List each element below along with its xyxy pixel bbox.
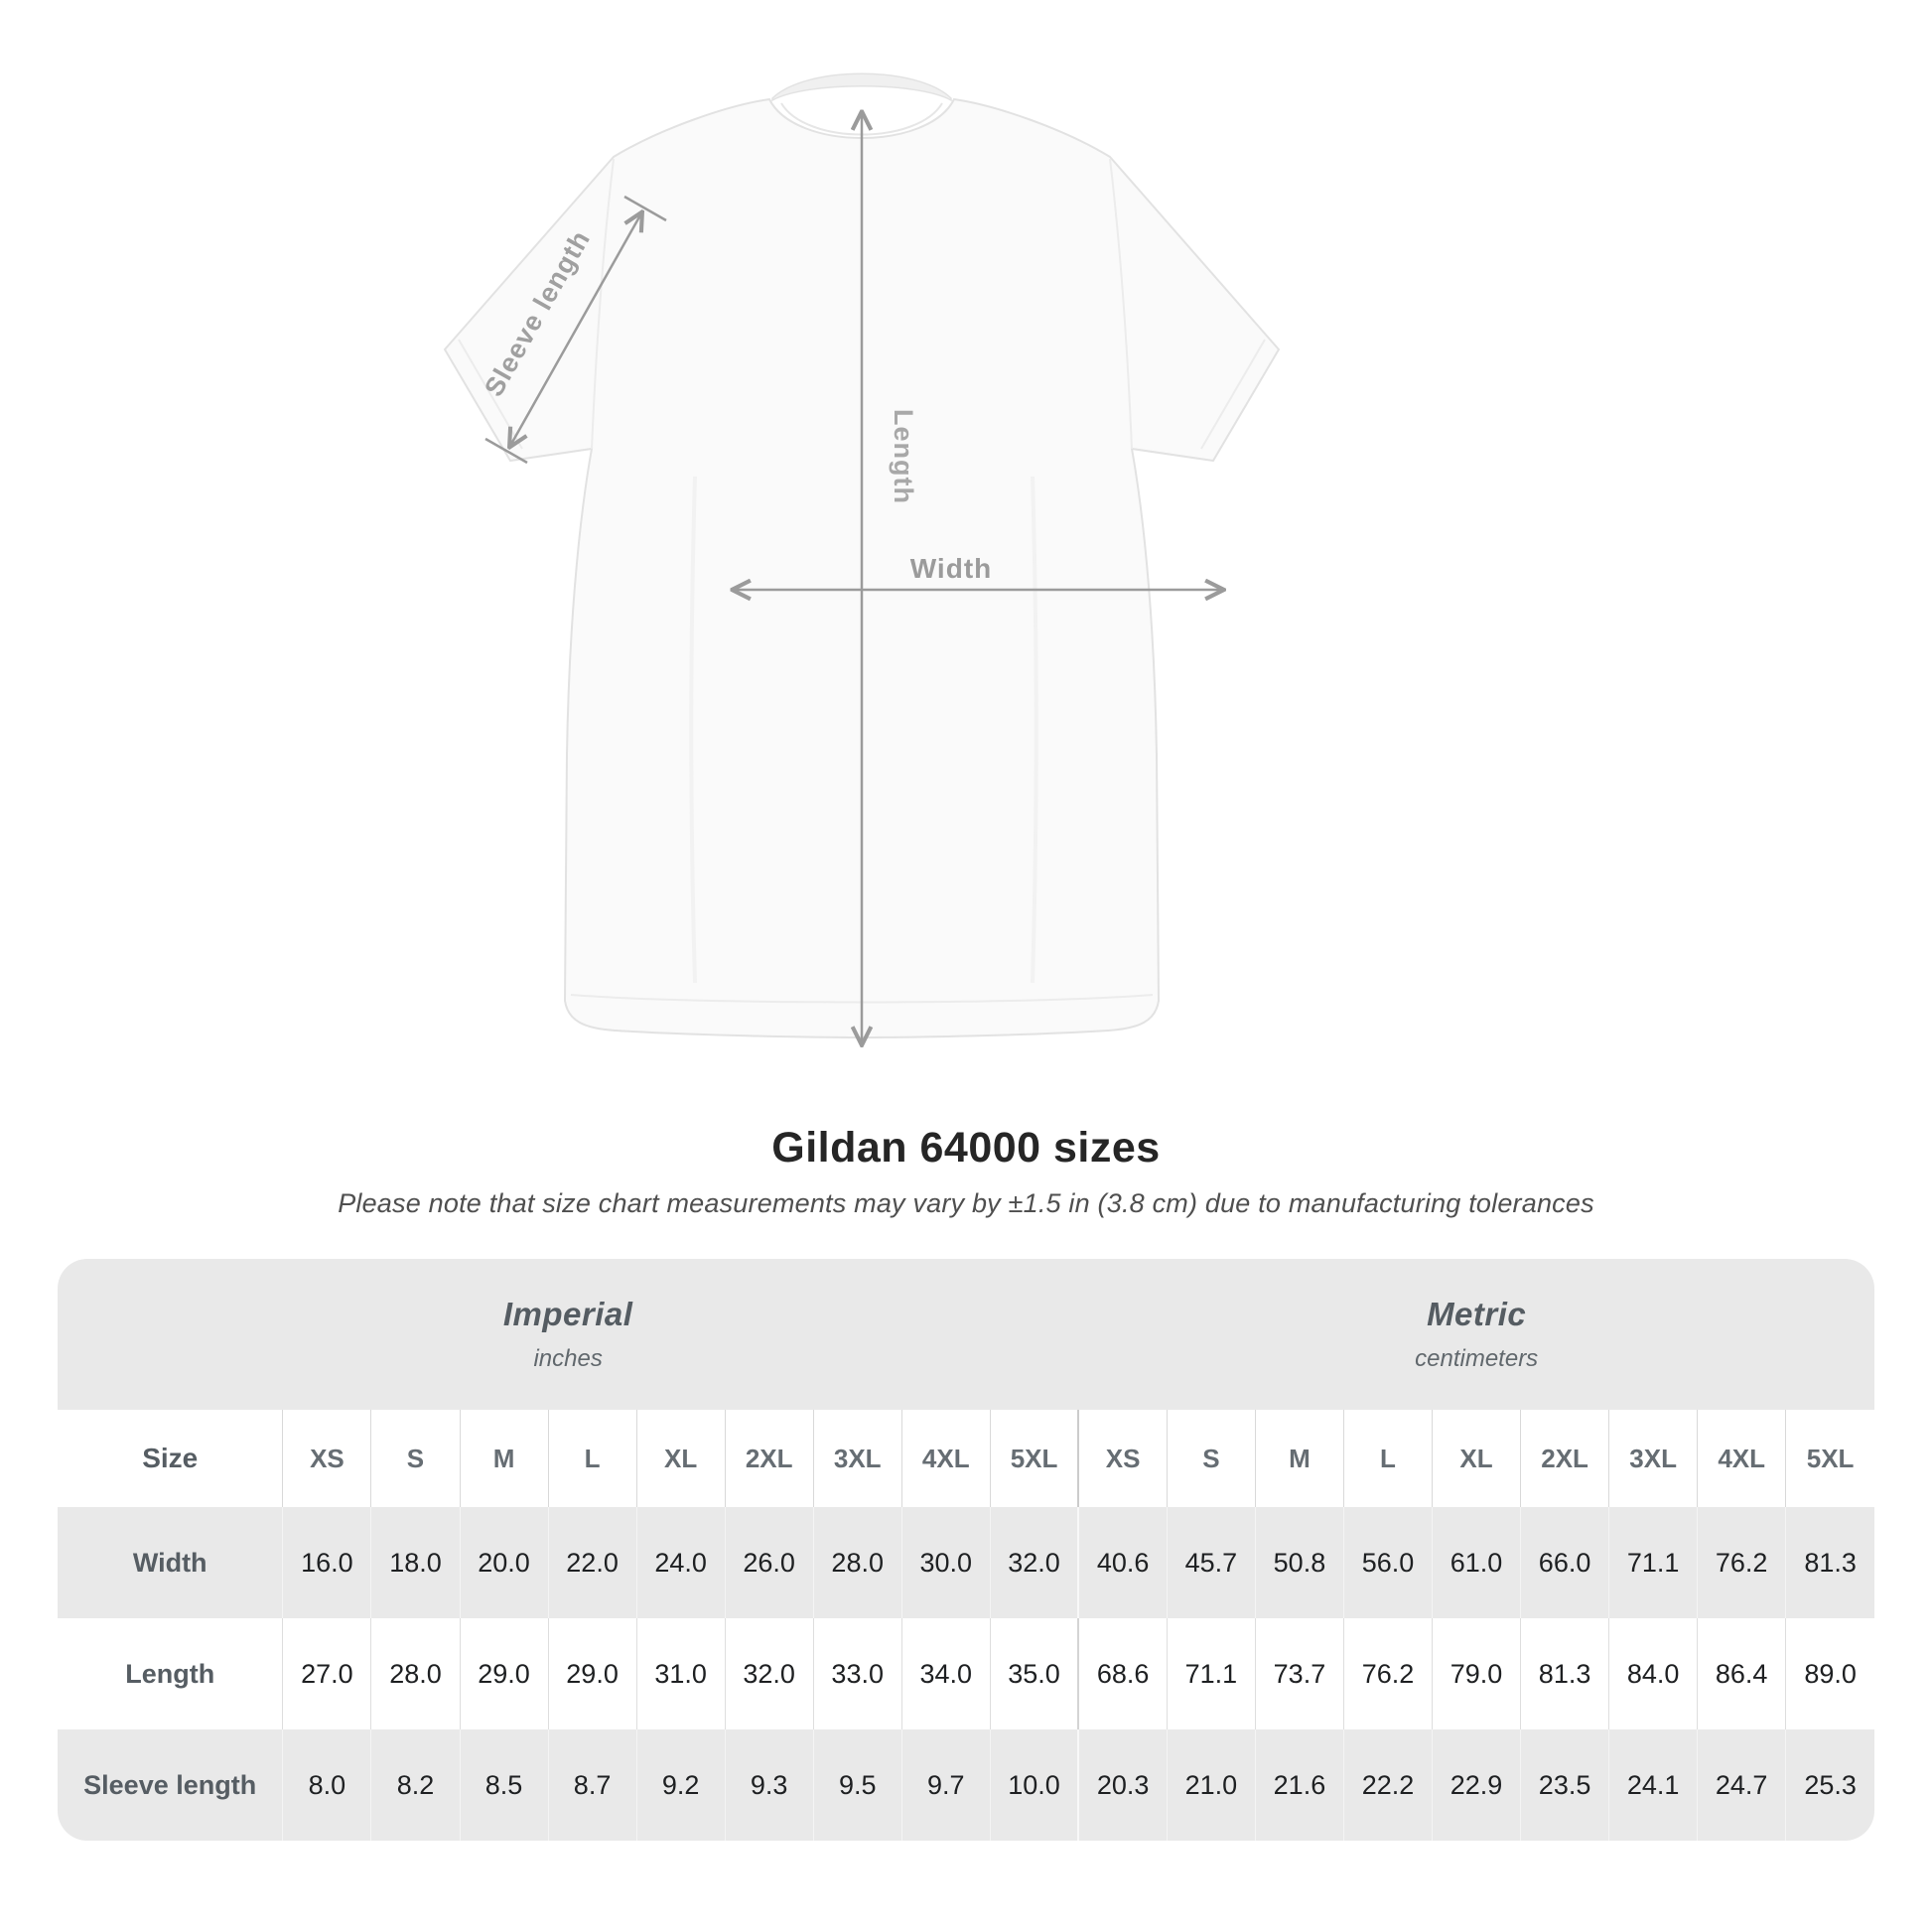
measurement-value-cell: 40.6	[1077, 1507, 1168, 1618]
measurement-value-cell: 81.3	[1520, 1618, 1609, 1729]
imperial-unit: inches	[533, 1345, 603, 1372]
measurement-value-cell: 66.0	[1520, 1507, 1609, 1618]
size-header-cell: 2XL	[724, 1410, 814, 1507]
size-header-cell: 5XL	[989, 1410, 1079, 1507]
measurement-value-cell: 22.0	[547, 1507, 637, 1618]
measurement-row: Sleeve length 8.0 8.2 8.5 8.7 9.2 9.3 9.5 9.7 10.…	[58, 1729, 1874, 1841]
measurement-value-cell: 29.0	[547, 1618, 637, 1729]
measurement-value-cell: 56.0	[1342, 1507, 1433, 1618]
measurement-value-cell: 76.2	[1342, 1618, 1433, 1729]
measurement-value-cell: 24.1	[1608, 1729, 1698, 1841]
measurement-value-cell: 31.0	[635, 1618, 726, 1729]
measurement-value-cell: 9.3	[724, 1729, 814, 1841]
measurement-value-cell: 35.0	[989, 1618, 1079, 1729]
size-header-cell: S	[370, 1410, 460, 1507]
measurement-value-cell: 34.0	[900, 1618, 991, 1729]
measurement-value-cell: 8.2	[370, 1729, 460, 1841]
measurement-row-label: Sleeve length	[58, 1729, 283, 1841]
measurement-value-cell: 33.0	[812, 1618, 902, 1729]
imperial-header: Imperial inches	[58, 1259, 1079, 1410]
size-header-cell: L	[1342, 1410, 1433, 1507]
metric-header: Metric centimeters	[1078, 1259, 1874, 1410]
measurement-value-cell: 20.3	[1077, 1729, 1168, 1841]
imperial-title: Imperial	[502, 1296, 633, 1332]
size-header-cell: XL	[635, 1410, 726, 1507]
measurement-value-cell: 81.3	[1785, 1507, 1874, 1618]
measurement-value-cell: 22.2	[1342, 1729, 1433, 1841]
size-header-cell: XS	[1077, 1410, 1168, 1507]
measurement-value-cell: 8.5	[459, 1729, 549, 1841]
length-label: Length	[889, 409, 918, 504]
page-title: Gildan 64000 sizes	[771, 1124, 1161, 1172]
size-header-cell: 4XL	[1697, 1410, 1786, 1507]
measurement-value-cell: 61.0	[1432, 1507, 1521, 1618]
size-header-cell: L	[547, 1410, 637, 1507]
measurement-value-cell: 29.0	[459, 1618, 549, 1729]
measurement-value-cell: 50.8	[1254, 1507, 1344, 1618]
measurement-value-cell: 28.0	[370, 1618, 460, 1729]
size-chart-table: Imperial inches Metric centimeters Size …	[58, 1259, 1874, 1841]
measurement-value-cell: 84.0	[1608, 1618, 1698, 1729]
size-header-cell: 5XL	[1785, 1410, 1874, 1507]
measurement-value-cell: 26.0	[724, 1507, 814, 1618]
measurement-value-cell: 27.0	[282, 1618, 371, 1729]
size-header-cell: 2XL	[1520, 1410, 1609, 1507]
measurement-value-cell: 18.0	[370, 1507, 460, 1618]
measurement-value-cell: 32.0	[724, 1618, 814, 1729]
width-label: Width	[910, 553, 993, 584]
measurement-value-cell: 45.7	[1166, 1507, 1256, 1618]
measurement-value-cell: 32.0	[989, 1507, 1079, 1618]
measurement-value-cell: 10.0	[989, 1729, 1079, 1841]
measurement-row: Length 27.0 28.0 29.0 29.0 31.0 32.0 33.0 34.0 35…	[58, 1618, 1874, 1729]
size-header-cell: M	[1254, 1410, 1344, 1507]
measurement-value-cell: 9.2	[635, 1729, 726, 1841]
measurement-value-cell: 9.5	[812, 1729, 902, 1841]
measurement-value-cell: 25.3	[1785, 1729, 1874, 1841]
measurement-value-cell: 21.0	[1166, 1729, 1256, 1841]
measurement-value-cell: 76.2	[1697, 1507, 1786, 1618]
measurement-value-cell: 9.7	[900, 1729, 991, 1841]
metric-unit: centimeters	[1415, 1345, 1539, 1372]
measurement-value-cell: 79.0	[1432, 1618, 1521, 1729]
measurement-row-label: Width	[58, 1507, 283, 1618]
measurement-value-cell: 8.0	[282, 1729, 371, 1841]
sleeve-length-arrow	[484, 195, 667, 465]
measurement-value-cell: 68.6	[1077, 1618, 1168, 1729]
measurement-value-cell: 22.9	[1432, 1729, 1521, 1841]
measurement-value-cell: 16.0	[282, 1507, 371, 1618]
measurement-value-cell: 86.4	[1697, 1618, 1786, 1729]
unit-header-row: Imperial inches Metric centimeters	[58, 1259, 1874, 1410]
size-chart-card: Imperial inches Metric centimeters Size …	[58, 1259, 1874, 1841]
measurement-value-cell: 24.7	[1697, 1729, 1786, 1841]
measurement-value-cell: 89.0	[1785, 1618, 1874, 1729]
size-header-row: Size XS S M L XL 2XL 3XL 4XL 5XL XS S M L XL 2XL 3XL 4XL…	[58, 1410, 1874, 1507]
size-header-cell: 3XL	[1608, 1410, 1698, 1507]
measurement-value-cell: 30.0	[900, 1507, 991, 1618]
measurement-value-cell: 71.1	[1166, 1618, 1256, 1729]
measurement-row-label: Length	[58, 1618, 283, 1729]
measurement-value-cell: 28.0	[812, 1507, 902, 1618]
measurement-value-cell: 21.6	[1254, 1729, 1344, 1841]
measurement-value-cell: 23.5	[1520, 1729, 1609, 1841]
measurement-value-cell: 20.0	[459, 1507, 549, 1618]
measurement-value-cell: 8.7	[547, 1729, 637, 1841]
size-header-cell: 4XL	[900, 1410, 991, 1507]
size-header-cell: M	[459, 1410, 549, 1507]
size-header-cell: XS	[282, 1410, 371, 1507]
measurement-row: Width 16.0 18.0 20.0 22.0 24.0 26.0 28.0 30.0 32.…	[58, 1507, 1874, 1618]
measurement-value-cell: 73.7	[1254, 1618, 1344, 1729]
measurement-value-cell: 24.0	[635, 1507, 726, 1618]
size-header-cell: XL	[1432, 1410, 1521, 1507]
tolerance-note: Please note that size chart measurements…	[338, 1188, 1594, 1218]
size-column-header: Size	[58, 1410, 283, 1507]
metric-title: Metric	[1427, 1296, 1527, 1332]
size-header-cell: 3XL	[812, 1410, 902, 1507]
measurement-value-cell: 71.1	[1608, 1507, 1698, 1618]
tshirt-measurement-diagram: Sleeve length Length Width	[443, 72, 1281, 1120]
size-header-cell: S	[1166, 1410, 1256, 1507]
